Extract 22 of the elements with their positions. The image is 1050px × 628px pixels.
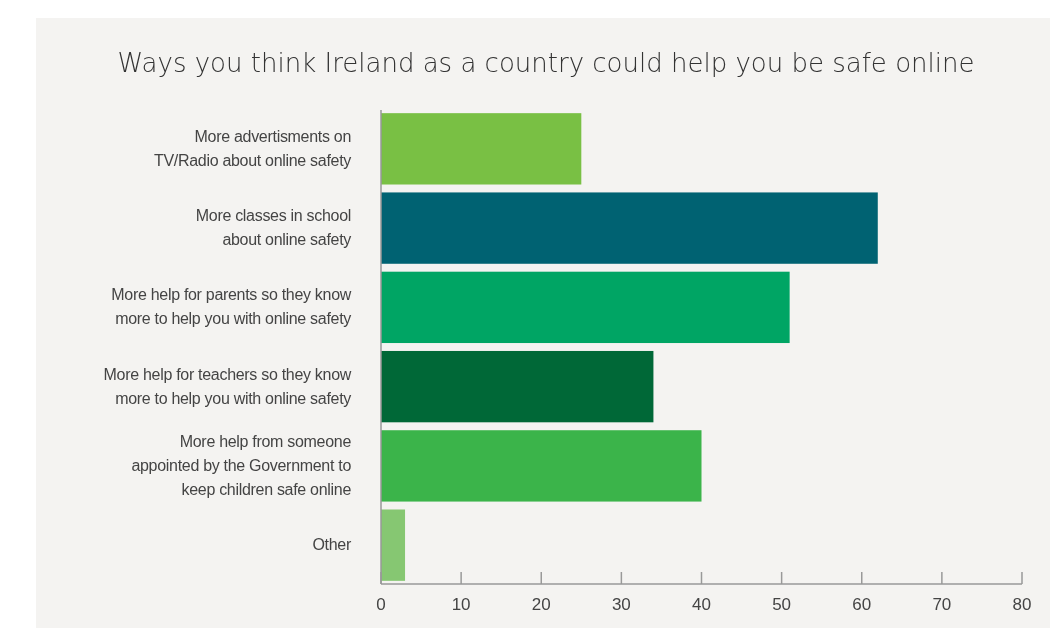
- y-tick-label: More help from someone appointed by the Government to keep children safe online: [131, 432, 352, 498]
- bar: [381, 271, 790, 344]
- y-tick-label: Other: [312, 536, 352, 554]
- x-tick-label: 70: [932, 595, 952, 614]
- y-tick-label: More help for teachers so they know more to help you with online safety: [103, 365, 352, 407]
- y-tick-label: More help for parents so they know more to help you with online safety: [111, 286, 352, 328]
- bar: [381, 113, 582, 185]
- bar: [381, 192, 878, 264]
- x-tick-label: 40: [692, 595, 711, 614]
- x-tick-label: 50: [772, 595, 792, 614]
- bar: [381, 430, 702, 502]
- x-tick-label: 60: [852, 595, 872, 614]
- bar: [381, 509, 406, 581]
- bar: [381, 350, 654, 423]
- chart-title: Ways you think Ireland as a country could help you be safe online: [117, 48, 975, 78]
- y-tick-label: More classes in school about online safety: [195, 207, 352, 249]
- y-tick-label: More advertisments on TV/Radio about online safety: [153, 127, 352, 169]
- x-tick-label: 80: [1012, 595, 1032, 614]
- x-tick-label: 10: [451, 595, 471, 614]
- x-tick-label: 30: [611, 595, 631, 614]
- x-tick-label: 20: [531, 595, 551, 614]
- x-tick-label: 0: [376, 595, 386, 614]
